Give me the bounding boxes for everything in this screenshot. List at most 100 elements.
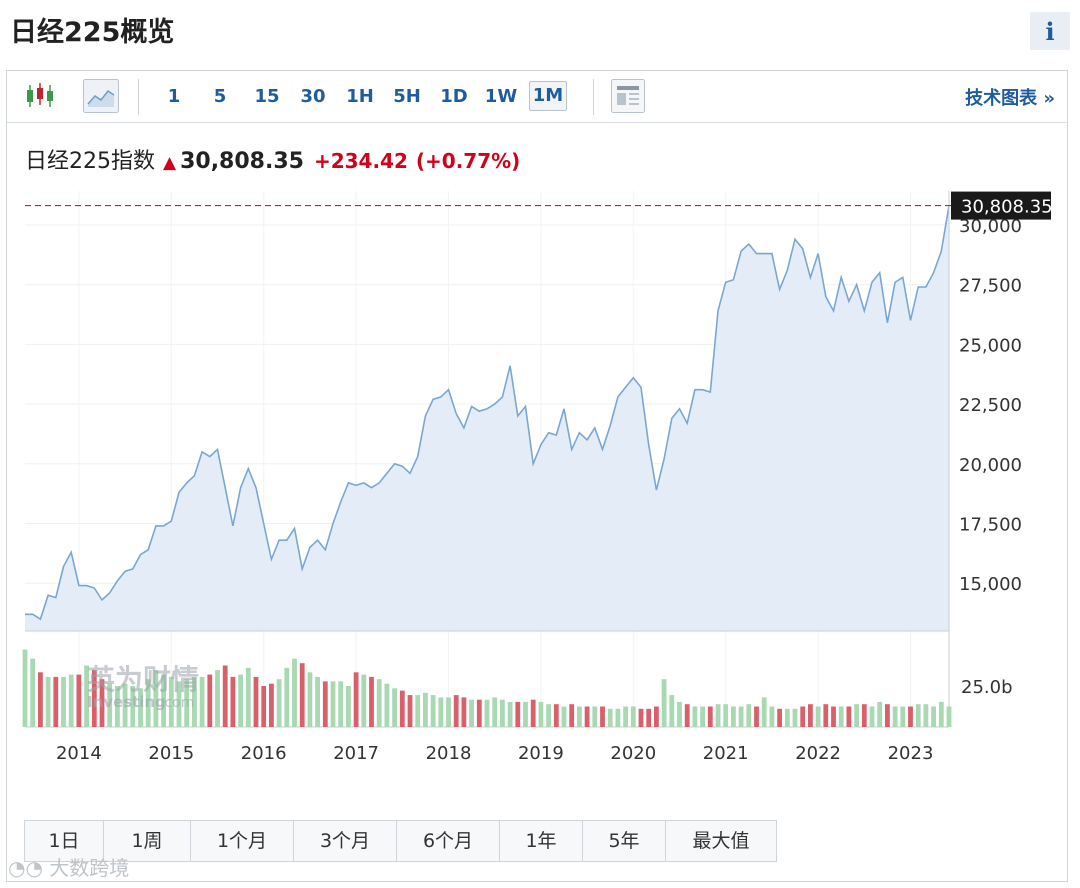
volume-bar — [592, 706, 598, 727]
x-tick-label: 2023 — [888, 743, 934, 764]
investing-logo-mark: 英为财情 Investing .com — [87, 663, 199, 711]
investing-logo-cn: 英为财情 — [87, 663, 199, 696]
volume-bar — [877, 701, 883, 727]
volume-bar — [384, 683, 390, 727]
quote-line: 日经225指数 ▲ 30,808.35 +234.42 (+0.77%) — [25, 143, 520, 175]
volume-bar — [777, 708, 782, 727]
tech-chart-link[interactable]: 技术图表 » — [965, 88, 1055, 109]
volume-bar — [646, 708, 652, 727]
period-1d[interactable]: 1日 — [25, 821, 104, 861]
volume-bar — [754, 706, 759, 727]
volume-bar — [784, 708, 790, 727]
volume-bar — [369, 676, 374, 727]
info-button[interactable]: i — [1030, 12, 1070, 50]
volume-bar — [346, 686, 351, 727]
volume-bar — [623, 706, 628, 727]
volume-bar — [723, 704, 729, 727]
volume-bar — [245, 667, 251, 727]
toolbar-divider — [138, 79, 139, 115]
volume-bar — [577, 706, 582, 727]
volume-bar — [885, 704, 890, 727]
period-1y[interactable]: 1年 — [500, 821, 583, 861]
x-tick-label: 2021 — [703, 743, 749, 764]
volume-bar — [561, 706, 567, 727]
volume-bar — [322, 681, 328, 727]
interval-5[interactable]: 5 — [213, 86, 227, 107]
volume-bar — [484, 699, 490, 727]
x-tick-label: 2015 — [148, 743, 194, 764]
chart-toolbar: 1 5 15 30 1H 5H 1D 1W 1M 技术图表 » — [7, 71, 1067, 123]
volume-bar — [284, 667, 290, 727]
last-price-label: 30,808.35 — [961, 197, 1053, 218]
volume-bar — [99, 679, 105, 727]
area-chart-icon[interactable] — [83, 79, 119, 113]
interval-15[interactable]: 15 — [254, 86, 280, 107]
index-price: 30,808.35 — [180, 149, 304, 174]
investing-logo: 英为财情 Investing .com — [87, 661, 267, 715]
interval-5h[interactable]: 5H — [393, 86, 421, 107]
volume-bar — [538, 701, 544, 727]
volume-bar — [30, 658, 36, 727]
price-chart[interactable]: 15,000 17,500 20,000 22,500 25,000 27,500 30,0… — [7, 71, 1067, 881]
volume-bar — [330, 681, 336, 727]
volume-bar — [569, 704, 575, 727]
y-tick-label: 25,000 — [959, 335, 1022, 356]
volume-bar — [946, 706, 952, 727]
volume-tick-label: 25.0b — [961, 677, 1013, 698]
volume-bar — [91, 670, 97, 727]
volume-bar — [461, 697, 467, 727]
volume-bar — [292, 658, 297, 727]
volume-bar — [707, 706, 713, 727]
volume-bar — [700, 706, 705, 727]
volume-bar — [84, 665, 89, 727]
volume-bar — [492, 697, 498, 727]
volume-bar — [45, 676, 51, 727]
chart-panel: 1 5 15 30 1H 5H 1D 1W 1M 技术图表 » 日经225指数 ▲… — [6, 70, 1068, 882]
volume-bar — [630, 706, 636, 727]
volume-bar — [361, 674, 367, 727]
layout-icon[interactable] — [611, 79, 645, 113]
volume-bar — [438, 697, 444, 727]
interval-1m[interactable]: 1M — [529, 81, 567, 111]
volume-bar — [415, 695, 421, 727]
period-5y[interactable]: 5年 — [583, 821, 666, 861]
interval-1d[interactable]: 1D — [440, 86, 468, 107]
volume-bar — [122, 683, 128, 727]
interval-1[interactable]: 1 — [167, 86, 181, 107]
volume-bar — [831, 706, 836, 727]
interval-30[interactable]: 30 — [300, 86, 326, 107]
volume-bar — [161, 674, 166, 727]
investing-logo-en: Investing — [87, 693, 166, 711]
volume-bar — [915, 704, 921, 727]
volume-bar — [446, 697, 451, 727]
volume-bar — [746, 704, 752, 727]
volume-bar — [38, 672, 43, 727]
volume-bar — [307, 672, 313, 727]
volume-bar — [199, 676, 205, 727]
interval-1w[interactable]: 1W — [484, 86, 518, 107]
period-1w[interactable]: 1周 — [104, 821, 191, 861]
interval-1h[interactable]: 1H — [346, 86, 374, 107]
period-max[interactable]: 最大值 — [692, 830, 750, 852]
volume-bar — [892, 706, 898, 727]
price-line — [25, 205, 950, 621]
volume-bar — [61, 676, 66, 727]
period-3m[interactable]: 3个月 — [294, 821, 397, 861]
volume-bar — [276, 679, 282, 727]
candlestick-icon[interactable] — [23, 79, 57, 113]
price-area — [25, 205, 949, 631]
volume-bar — [315, 676, 320, 727]
volume-bar — [761, 697, 767, 727]
footer-watermark-text: 大数跨境 — [49, 856, 130, 880]
x-tick-label: 2019 — [518, 743, 564, 764]
y-tick-label: 15,000 — [959, 574, 1022, 595]
volume-bar — [769, 706, 775, 727]
volume-bar — [230, 676, 236, 727]
period-6m[interactable]: 6个月 — [397, 821, 500, 861]
period-1m[interactable]: 1个月 — [191, 821, 294, 861]
volume-bar — [153, 670, 159, 727]
volume-bar — [677, 701, 682, 727]
volume-bar — [138, 688, 143, 727]
volume-bar — [638, 708, 644, 727]
x-tick-label: 2017 — [333, 743, 379, 764]
